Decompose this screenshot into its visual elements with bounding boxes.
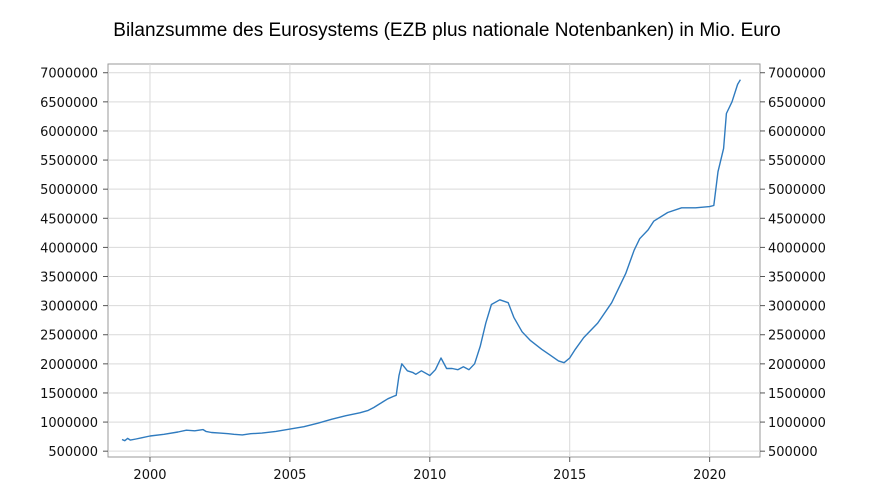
x-tick-label: 2010 — [413, 468, 446, 483]
y-tick-label-right: 1500000 — [768, 387, 826, 402]
y-tick-label-left: 4500000 — [40, 212, 98, 227]
y-tick-label-right: 4000000 — [768, 241, 826, 256]
y-tick-label-left: 6000000 — [40, 125, 98, 140]
y-tick-label-right: 5000000 — [768, 183, 826, 198]
x-tick-label: 2000 — [133, 468, 166, 483]
y-tick-label-left: 1000000 — [40, 416, 98, 431]
y-tick-label-left: 4000000 — [40, 241, 98, 256]
series-line — [121, 79, 742, 442]
x-tick-label: 2005 — [273, 468, 306, 483]
y-tick-label-left: 6500000 — [40, 96, 98, 111]
y-tick-label-right: 6500000 — [768, 96, 826, 111]
y-tick-label-right: 2000000 — [768, 358, 826, 373]
y-tick-label-left: 5000000 — [40, 183, 98, 198]
y-tick-label-right: 7000000 — [768, 67, 826, 82]
x-tick-label: 2020 — [693, 468, 726, 483]
y-tick-label-right: 500000 — [768, 445, 818, 460]
plot-area — [107, 63, 761, 458]
y-tick-label-left: 7000000 — [40, 67, 98, 82]
y-tick-label-right: 1000000 — [768, 416, 826, 431]
y-tick-label-left: 5500000 — [40, 154, 98, 169]
chart-title: Bilanzsumme des Eurosystems (EZB plus na… — [113, 20, 781, 41]
y-tick-label-left: 3000000 — [40, 300, 98, 315]
y-tick-label-right: 3000000 — [768, 300, 826, 315]
y-axis-left: 500000 1000000 1500000 2000000 2500000 300000… — [40, 67, 108, 460]
y-tick-label-left: 3500000 — [40, 271, 98, 286]
y-tick-label-left: 2500000 — [40, 329, 98, 344]
y-tick-label-right: 2500000 — [768, 329, 826, 344]
y-tick-label-right: 5500000 — [768, 154, 826, 169]
x-axis: 2000 2005 2010 2015 2020 — [133, 457, 726, 483]
y-tick-label-left: 1500000 — [40, 387, 98, 402]
grid-lines — [108, 64, 760, 457]
y-axis-right: 500000 1000000 1500000 2000000 2500000 300000… — [760, 67, 826, 460]
y-tick-label-left: 2000000 — [40, 358, 98, 373]
y-tick-label-right: 4500000 — [768, 212, 826, 227]
y-tick-label-right: 6000000 — [768, 125, 826, 140]
y-tick-label-left: 500000 — [48, 445, 98, 460]
x-tick-label: 2015 — [553, 468, 586, 483]
series-group — [121, 79, 742, 442]
y-tick-label-right: 3500000 — [768, 271, 826, 286]
